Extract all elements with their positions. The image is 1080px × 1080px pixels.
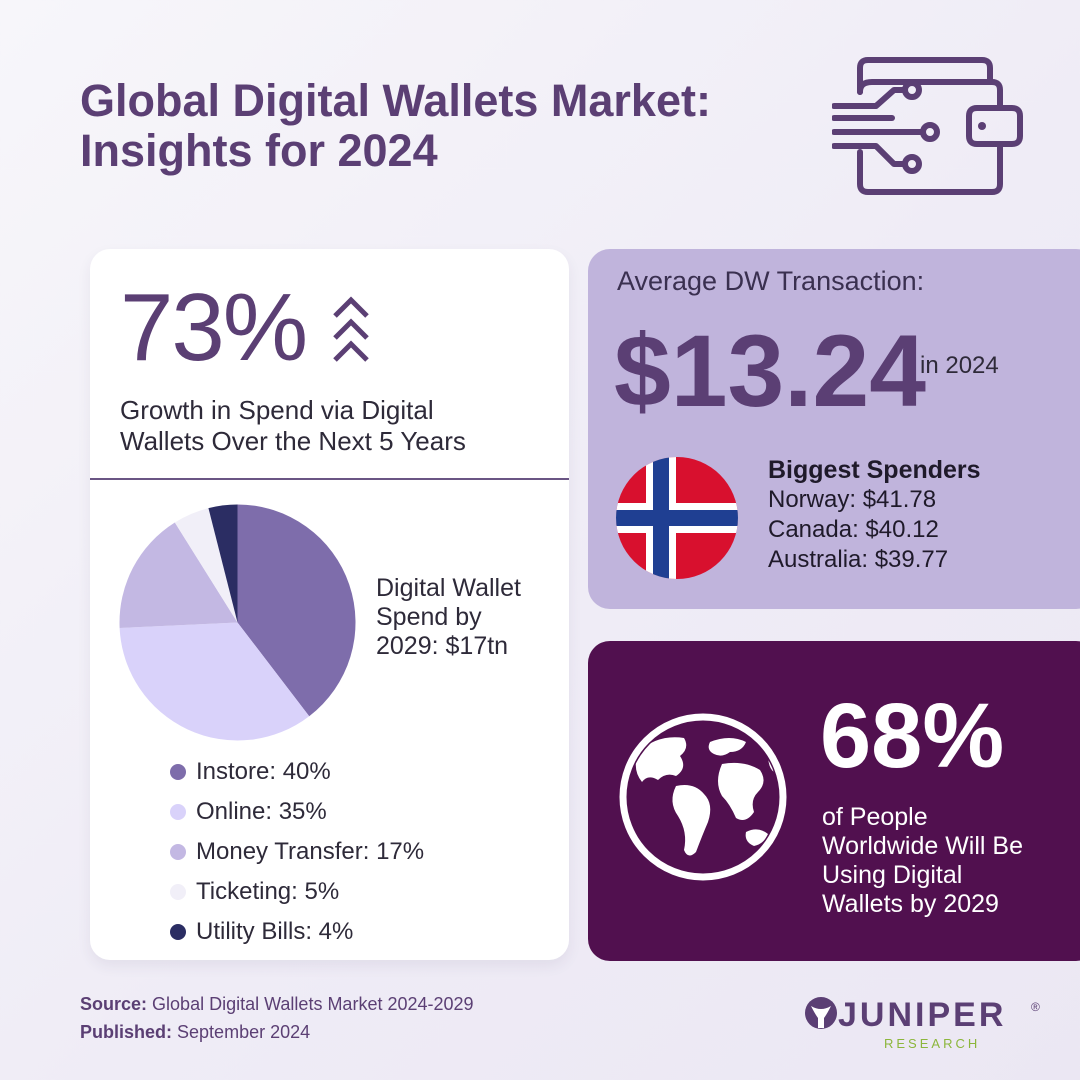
juniper-logo-icon <box>805 997 837 1029</box>
legend-item-online: Online: 35% <box>170 792 424 832</box>
legend-label: Utility Bills: 4% <box>196 918 354 945</box>
adoption-card <box>588 641 1080 961</box>
norway-flag-icon <box>616 457 738 579</box>
spenders-heading: Biggest Spenders <box>768 456 981 484</box>
legend-dot <box>170 924 186 940</box>
spend-line-3: 2029: $17tn <box>376 632 509 660</box>
average-label: Average DW Transaction: <box>617 266 925 296</box>
published-line: Published: September 2024 <box>80 1018 474 1046</box>
digital-wallet-icon <box>832 57 1023 195</box>
legend-dot <box>170 844 186 860</box>
title-line-2: Insights for 2024 <box>80 125 438 176</box>
legend-item-money-transfer: Money Transfer: 17% <box>170 832 424 872</box>
logo-subtitle: RESEARCH <box>884 1036 981 1051</box>
pie-slice-online <box>119 622 310 741</box>
biggest-spenders: Biggest Spenders Norway: $41.78 Canada: … <box>768 455 981 575</box>
card-divider <box>90 478 569 480</box>
adoption-line-3: Using Digital <box>822 861 963 889</box>
published-label: Published: <box>80 1022 173 1042</box>
legend-dot <box>170 884 186 900</box>
adoption-value: 68% <box>820 685 1005 787</box>
title-line-1: Global Digital Wallets Market: <box>80 75 711 126</box>
spender-row-australia: Australia: $39.77 <box>768 546 949 573</box>
pie-slice-utility-bills <box>208 504 238 623</box>
legend-label: Ticketing: 5% <box>196 878 340 905</box>
average-year: in 2024 <box>920 352 999 379</box>
growth-text-line-2: Wallets Over the Next 5 Years <box>120 426 466 456</box>
pie-slice-money-transfer <box>119 522 238 629</box>
page-title: Global Digital Wallets Market: Insights … <box>80 76 840 176</box>
adoption-line-1: of People <box>822 803 928 831</box>
spend-line-2: Spend by <box>376 603 482 631</box>
growth-value: 73% <box>120 274 308 381</box>
spend-label: Digital Wallet Spend by 2029: $17tn <box>376 574 566 661</box>
source-note: Source: Global Digital Wallets Market 20… <box>80 990 474 1046</box>
legend-label: Money Transfer: 17% <box>196 838 425 865</box>
growth-description: Growth in Spend via Digital Wallets Over… <box>120 395 540 457</box>
legend-label: Instore: 40% <box>196 758 331 785</box>
growth-text-line-1: Growth in Spend via Digital <box>120 395 434 425</box>
published-text: September 2024 <box>177 1022 311 1042</box>
legend-dot <box>170 804 186 820</box>
adoption-line-2: Worldwide Will Be <box>822 832 1023 860</box>
adoption-description: of People Worldwide Will Be Using Digita… <box>822 803 1072 919</box>
spender-row-norway: Norway: $41.78 <box>768 486 937 513</box>
spender-row-canada: Canada: $40.12 <box>768 516 939 543</box>
legend-item-ticketing: Ticketing: 5% <box>170 872 424 912</box>
spend-pie-chart <box>119 504 356 741</box>
adoption-line-4: Wallets by 2029 <box>822 890 999 918</box>
logo-registered-mark: ® <box>1031 1000 1040 1014</box>
spend-line-1: Digital Wallet <box>376 574 521 602</box>
logo-wordmark: JUNIPER <box>838 996 1007 1034</box>
chart-legend: Instore: 40% Online: 35% Money Transfer:… <box>170 752 424 952</box>
source-line: Source: Global Digital Wallets Market 20… <box>80 990 474 1018</box>
triple-chevron-up-icon <box>333 296 369 362</box>
pie-slice-ticketing <box>174 508 238 623</box>
source-label: Source: <box>80 994 148 1014</box>
pie-slice-instore <box>237 504 356 717</box>
legend-dot <box>170 764 186 780</box>
average-value: $13.24 <box>614 314 926 428</box>
legend-item-instore: Instore: 40% <box>170 752 424 792</box>
globe-icon <box>619 713 787 881</box>
source-text: Global Digital Wallets Market 2024-2029 <box>152 994 474 1014</box>
legend-label: Online: 35% <box>196 798 327 825</box>
legend-item-utility-bills: Utility Bills: 4% <box>170 912 424 952</box>
